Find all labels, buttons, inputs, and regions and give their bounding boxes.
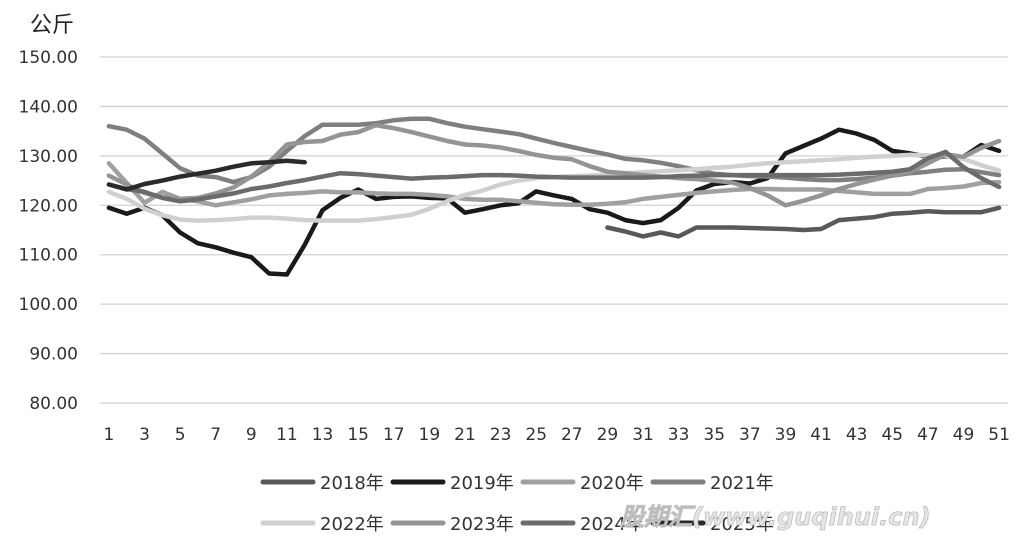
x-tick-label: 7 bbox=[210, 425, 221, 445]
y-axis-tick-labels: 80.00 90.00 100.00 110.00 120.00 130.00 140.00… bbox=[19, 48, 78, 414]
legend-label: 2021年 bbox=[710, 473, 774, 494]
legend-label: 2018年 bbox=[320, 473, 384, 494]
y-tick-label: 140.00 bbox=[19, 97, 78, 117]
x-tick-label: 5 bbox=[175, 425, 186, 445]
x-tick-label: 49 bbox=[953, 425, 975, 445]
series-lines bbox=[106, 116, 1002, 277]
x-tick-label: 13 bbox=[312, 425, 334, 445]
x-tick-label: 3 bbox=[139, 425, 150, 445]
legend: 2018年 2019年 2020年 2021年 2022年 2023年 2024年 2025年 bbox=[260, 473, 774, 535]
x-tick-label: 27 bbox=[561, 425, 583, 445]
series-line-2025年 bbox=[106, 158, 307, 192]
series-line-2023年 bbox=[106, 122, 1002, 208]
x-tick-label: 1 bbox=[103, 425, 114, 445]
x-tick-label: 39 bbox=[775, 425, 797, 445]
x-tick-label: 29 bbox=[597, 425, 619, 445]
y-tick-label: 100.00 bbox=[19, 295, 78, 315]
x-tick-label: 43 bbox=[846, 425, 868, 445]
y-axis-unit-label: 公斤 bbox=[30, 13, 74, 38]
y-tick-label: 80.00 bbox=[29, 394, 78, 414]
y-tick-label: 110.00 bbox=[19, 246, 78, 266]
legend-label: 2025年 bbox=[710, 514, 774, 535]
x-tick-label: 11 bbox=[276, 425, 298, 445]
x-tick-label: 41 bbox=[810, 425, 832, 445]
x-tick-label: 35 bbox=[703, 425, 725, 445]
x-tick-label: 37 bbox=[739, 425, 761, 445]
x-tick-label: 31 bbox=[632, 425, 654, 445]
y-tick-label: 150.00 bbox=[19, 48, 78, 68]
legend-label: 2022年 bbox=[320, 514, 384, 535]
legend-label: 2019年 bbox=[450, 473, 514, 494]
legend-label: 2020年 bbox=[580, 473, 644, 494]
series-line-2024年 bbox=[106, 149, 1002, 204]
x-tick-label: 9 bbox=[246, 425, 257, 445]
x-tick-label: 45 bbox=[881, 425, 903, 445]
series-line-2019年 bbox=[106, 127, 1002, 277]
x-axis-tick-labels: 1 3 5 7 9 11 13 15 17 19 21 23 25 27 29 31 33 35 37 39 41 43 4… bbox=[103, 425, 1009, 445]
y-tick-label: 130.00 bbox=[19, 147, 78, 167]
x-tick-label: 23 bbox=[490, 425, 512, 445]
x-tick-label: 51 bbox=[988, 425, 1010, 445]
series-line-2020年 bbox=[106, 161, 1002, 208]
x-tick-label: 17 bbox=[383, 425, 405, 445]
x-tick-label: 25 bbox=[525, 425, 547, 445]
x-tick-label: 47 bbox=[917, 425, 939, 445]
watermark: 股期汇(www.guqihui.cn) bbox=[619, 503, 931, 531]
x-tick-label: 21 bbox=[454, 425, 476, 445]
series-line-2018年 bbox=[605, 205, 1002, 239]
y-tick-label: 120.00 bbox=[19, 196, 78, 216]
legend-label: 2024年 bbox=[580, 514, 644, 535]
x-tick-label: 15 bbox=[347, 425, 369, 445]
legend-label: 2023年 bbox=[450, 514, 514, 535]
y-tick-label: 90.00 bbox=[29, 345, 78, 365]
x-tick-label: 19 bbox=[419, 425, 441, 445]
x-tick-label: 33 bbox=[668, 425, 690, 445]
gridlines bbox=[100, 56, 1008, 404]
